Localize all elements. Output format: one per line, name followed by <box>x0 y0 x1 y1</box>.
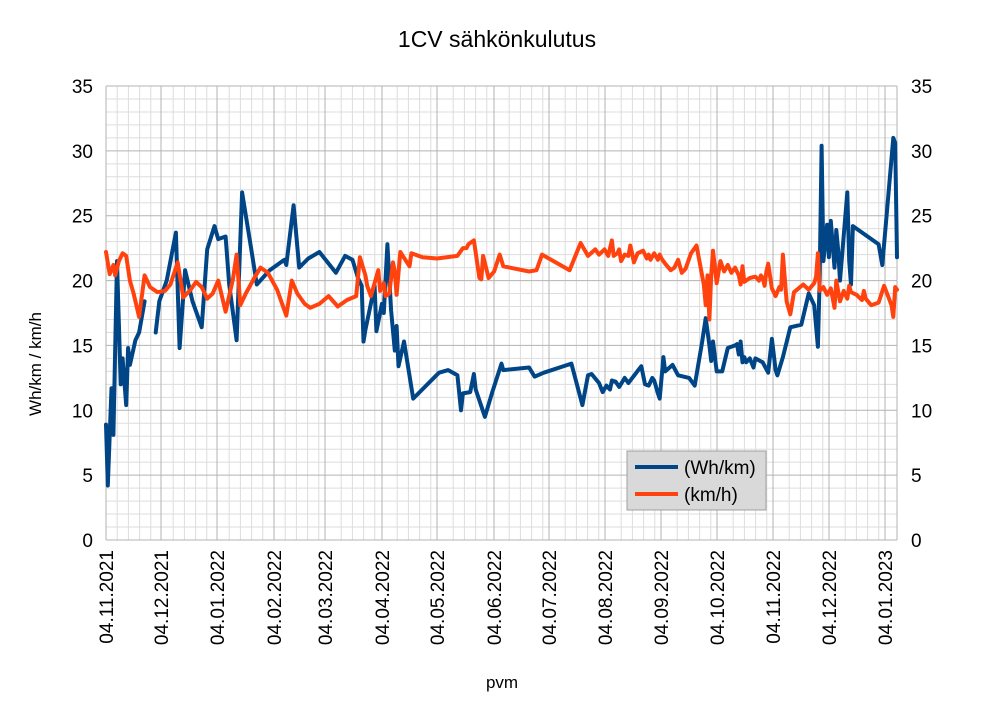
legend-box <box>626 450 767 511</box>
x-tick-label: 04.04.2022 <box>373 550 394 645</box>
legend: (Wh/km) (km/h) <box>626 450 767 511</box>
x-tick-label: 04.07.2022 <box>540 550 561 645</box>
y-tick-label-right: 10 <box>911 401 932 422</box>
series-lines <box>104 135 899 488</box>
x-tick-label: 04.01.2023 <box>876 550 897 645</box>
series-line-wh-km <box>104 259 147 488</box>
y-tick-label-left: 30 <box>72 142 93 163</box>
x-axis: 04.11.2021 04.12.2021 04.01.2022 04.02.2022… <box>97 550 897 645</box>
x-tick-label: 04.09.2022 <box>652 550 673 645</box>
y-tick-label-left: 15 <box>72 336 93 357</box>
y-tick-label-right: 25 <box>911 207 932 228</box>
y-tick-label-right: 0 <box>911 531 922 552</box>
x-tick-label: 04.10.2022 <box>708 550 729 645</box>
x-tick-label: 04.06.2022 <box>485 550 506 645</box>
x-tick-label: 04.11.2021 <box>97 550 118 644</box>
y-tick-label-left: 35 <box>72 77 93 98</box>
x-tick-label: 04.08.2022 <box>596 550 617 645</box>
y-tick-label-right: 35 <box>911 77 932 98</box>
y-tick-label-left: 10 <box>72 401 93 422</box>
x-tick-label: 04.03.2022 <box>316 550 337 645</box>
y-tick-label-right: 20 <box>911 272 932 293</box>
series-line-wh-km <box>153 135 899 419</box>
y-tick-label-left: 5 <box>82 466 93 487</box>
y-tick-label-left: 0 <box>82 531 93 552</box>
y-tick-label-left: 20 <box>72 272 93 293</box>
x-tick-label: 04.02.2022 <box>265 550 286 645</box>
x-tick-label: 04.12.2021 <box>152 550 173 645</box>
x-tick-label: 04.05.2022 <box>428 550 449 645</box>
legend-label-wh-km: (Wh/km) <box>684 458 756 479</box>
y-tick-label-right: 15 <box>911 336 932 357</box>
y-tick-label-right: 30 <box>911 142 932 163</box>
series-line-km-h <box>104 238 899 322</box>
y-tick-label-left: 25 <box>72 207 93 228</box>
y-axis-left: 0 5 10 15 20 25 30 35 <box>72 77 93 552</box>
y-axis-right: 0 5 10 15 20 25 30 35 <box>911 77 932 552</box>
x-tick-label: 04.01.2022 <box>208 550 229 645</box>
y-axis-label: Wh/km / km/h <box>26 312 45 416</box>
x-tick-label: 04.12.2022 <box>820 550 841 645</box>
x-axis-label: pvm <box>486 673 518 692</box>
legend-label-km-h: (km/h) <box>684 485 738 506</box>
chart-title: 1CV sähkönkulutus <box>398 26 596 52</box>
x-tick-label: 04.11.2022 <box>764 550 785 644</box>
y-tick-label-right: 5 <box>911 466 922 487</box>
